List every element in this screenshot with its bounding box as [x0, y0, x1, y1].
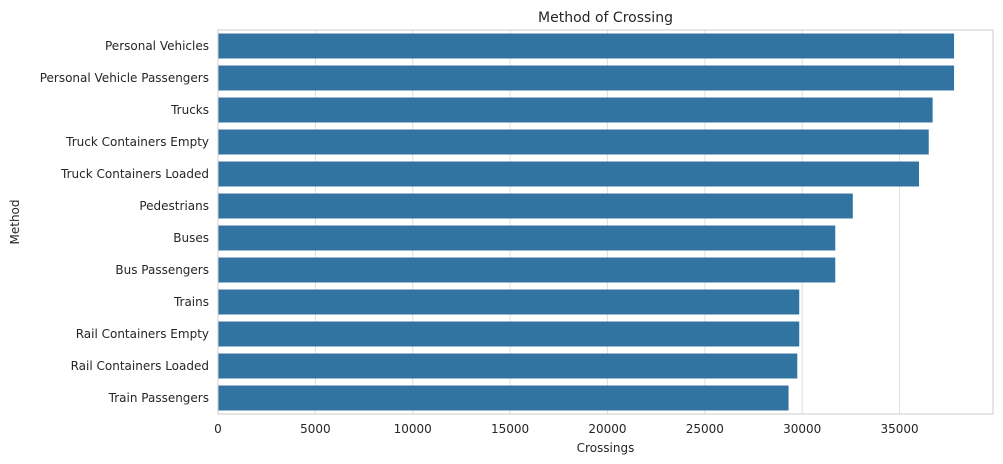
y-tick-label: Trains: [173, 295, 209, 309]
bar: [218, 193, 853, 219]
bar: [218, 129, 929, 155]
x-tick-label: 35000: [880, 422, 918, 436]
y-tick-label: Rail Containers Empty: [76, 327, 209, 341]
x-tick-label: 25000: [686, 422, 724, 436]
x-tick-label: 10000: [394, 422, 432, 436]
y-tick-label: Bus Passengers: [115, 263, 209, 277]
x-tick-label: 5000: [300, 422, 331, 436]
y-axis-label: Method: [8, 199, 22, 244]
x-tick-labels: 0 5000 10000 15000 20000 25000 30000 35000: [214, 422, 918, 436]
x-axis-label: Crossings: [577, 441, 635, 455]
grid-lines: [217, 30, 901, 414]
bar: [218, 225, 836, 251]
x-tick-label: 30000: [783, 422, 821, 436]
x-tick-label: 15000: [491, 422, 529, 436]
y-tick-label: Personal Vehicle Passengers: [40, 71, 209, 85]
bar: [218, 161, 920, 187]
x-tick-label: 0: [214, 422, 222, 436]
chart-title: Method of Crossing: [538, 10, 673, 26]
y-tick-label: Truck Containers Empty: [65, 135, 209, 149]
bar: [218, 97, 933, 123]
y-tick-label: Buses: [173, 231, 209, 245]
y-tick-label: Train Passengers: [108, 391, 209, 405]
bar: [218, 289, 800, 315]
bars: [218, 33, 955, 411]
y-tick-label: Personal Vehicles: [105, 39, 209, 53]
x-tick-label: 20000: [588, 422, 626, 436]
y-tick-label: Rail Containers Loaded: [71, 359, 209, 373]
bar: [218, 257, 836, 283]
bar: [218, 353, 798, 379]
bar: [218, 385, 789, 411]
y-tick-label: Pedestrians: [139, 199, 209, 213]
y-tick-label: Trucks: [170, 103, 209, 117]
bar: [218, 33, 955, 59]
plot-frame: [217, 29, 994, 415]
bar: [218, 65, 955, 91]
y-tick-labels: Personal Vehicles Personal Vehicle Passen…: [40, 39, 209, 405]
y-tick-label: Truck Containers Loaded: [60, 167, 209, 181]
bar: [218, 321, 800, 347]
